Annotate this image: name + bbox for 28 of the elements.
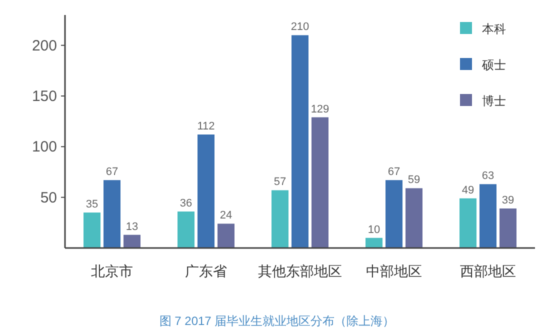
legend-label: 硕士: [481, 58, 506, 72]
data-label: 10: [368, 224, 380, 236]
x-tick-label: 其他东部地区: [258, 263, 342, 279]
data-label: 67: [106, 166, 118, 178]
legend-label: 本科: [482, 22, 506, 36]
data-label: 210: [290, 21, 310, 34]
data-label: 39: [502, 194, 514, 206]
y-tick-label: 50: [40, 189, 57, 206]
data-label: 129: [310, 103, 330, 116]
y-tick-label: 150: [32, 88, 57, 105]
data-label: 59: [408, 174, 420, 186]
data-label: 35: [86, 198, 98, 211]
data-label: 36: [180, 198, 192, 210]
x-tick-label: 中部地区: [366, 263, 422, 279]
data-label: 57: [274, 176, 286, 188]
y-tick-label: 200: [32, 37, 57, 54]
y-tick-label: 100: [32, 138, 57, 156]
data-label: 24: [220, 210, 232, 222]
text: 图 7 2017 届毕业生就业地区分布（除上海）: [159, 314, 395, 328]
data-label: 67: [388, 166, 400, 178]
data-label: 49: [462, 184, 474, 196]
x-tick-label: 北京市: [91, 263, 133, 279]
x-tick-label: 广东省: [185, 263, 227, 279]
data-label: 13: [126, 220, 138, 233]
x-tick-label: 西部地区: [460, 263, 516, 279]
data-label: 112: [197, 120, 215, 133]
legend-label: 博士: [482, 94, 506, 108]
data-label: 63: [482, 170, 494, 182]
